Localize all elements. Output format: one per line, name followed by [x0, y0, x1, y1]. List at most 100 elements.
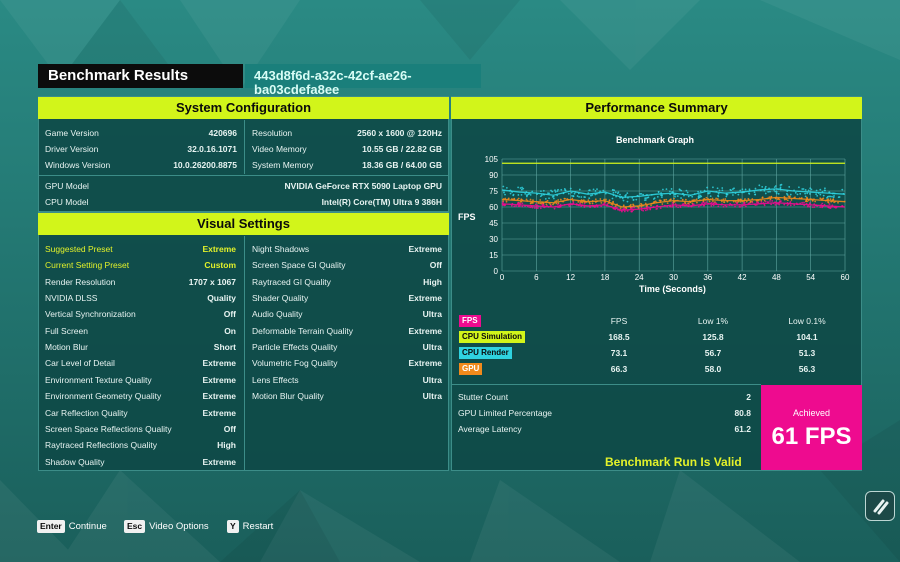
config-row-windows-version: Windows Version 10.0.26200.8875: [45, 160, 237, 170]
setting-label: Audio Quality: [252, 309, 303, 320]
series-point: [518, 202, 521, 205]
series-point: [619, 193, 621, 196]
series-point: [741, 205, 743, 207]
series-point: [513, 198, 516, 201]
series-point: [588, 201, 591, 204]
series-point: [696, 201, 698, 204]
series-point: [575, 203, 578, 206]
series-point: [675, 199, 678, 202]
series-point: [794, 191, 797, 194]
series-point: [754, 204, 757, 206]
continue-control[interactable]: Enter Continue: [37, 520, 107, 533]
series-point: [620, 209, 623, 212]
series-point: [571, 197, 574, 200]
series-point: [769, 200, 771, 202]
series-point: [551, 190, 554, 193]
x-tick-label: 42: [738, 273, 747, 280]
metric-gpu-limited-percentage: GPU Limited Percentage 80.8: [458, 408, 751, 418]
restart-control[interactable]: Y Restart: [227, 520, 273, 533]
series-point: [821, 202, 824, 205]
series-point: [731, 204, 733, 207]
series-point: [786, 190, 789, 193]
series-point: [760, 199, 763, 202]
series-point: [572, 202, 575, 205]
run-valid-status: Benchmark Run Is Valid: [605, 455, 742, 469]
series-point: [779, 186, 782, 189]
setting-row: Motion Blur Quality Ultra: [252, 391, 442, 402]
series-point: [578, 204, 580, 207]
series-point: [671, 204, 674, 206]
series-point: [737, 193, 740, 196]
setting-label: Raytraced GI Quality: [252, 276, 331, 287]
series-point: [652, 206, 654, 209]
series-point: [748, 192, 750, 195]
series-point: [684, 198, 687, 201]
setting-row: NVIDIA DLSS Quality: [45, 293, 236, 304]
series-point: [673, 197, 675, 200]
series-point: [770, 203, 773, 206]
series-point: [661, 194, 663, 197]
series-point: [510, 204, 513, 207]
series-point: [541, 201, 544, 204]
setting-value: High: [423, 276, 442, 287]
series-point: [809, 198, 812, 200]
series-point: [636, 205, 639, 208]
series-point: [763, 204, 766, 207]
series-point: [552, 202, 555, 205]
x-tick-label: 48: [772, 273, 781, 280]
series-point: [520, 200, 523, 203]
series-point: [596, 188, 598, 191]
series-point: [832, 199, 834, 202]
series-point: [502, 201, 504, 204]
setting-row: Shadow Quality Extreme: [45, 457, 236, 468]
series-point: [755, 203, 758, 206]
config-row-driver-version: Driver Version 32.0.16.1071: [45, 144, 237, 154]
series-point: [829, 195, 832, 198]
series-point: [720, 199, 723, 202]
series-point: [571, 194, 573, 197]
y-tick-label: 0: [494, 267, 499, 276]
series-point: [685, 203, 688, 206]
series-point: [690, 205, 693, 208]
setting-row: Screen Space GI Quality Off: [252, 260, 442, 271]
series-point: [760, 200, 763, 203]
series-point: [592, 205, 595, 207]
stats-value: 56.7: [704, 348, 722, 358]
series-point: [695, 198, 698, 201]
series-point: [670, 188, 673, 190]
series-point: [605, 198, 607, 201]
series-point: [671, 202, 674, 204]
series-point: [702, 201, 705, 204]
series-point: [828, 203, 831, 205]
series-point: [631, 210, 633, 213]
series-point: [611, 203, 614, 206]
video-options-control[interactable]: Esc Video Options: [124, 520, 209, 533]
series-point: [754, 187, 757, 190]
setting-row: Deformable Terrain Quality Extreme: [252, 326, 442, 337]
series-point: [687, 195, 690, 198]
stats-value: 51.3: [798, 348, 816, 358]
stats-value: 104.1: [796, 332, 818, 342]
series-point: [761, 196, 764, 199]
series-point: [774, 204, 777, 206]
series-point: [689, 194, 692, 197]
enter-key-icon: Enter: [37, 520, 65, 533]
series-point: [809, 203, 811, 205]
chart-title: Benchmark Graph: [616, 135, 695, 145]
series-point: [660, 192, 662, 194]
series-point: [739, 205, 742, 208]
series-point: [729, 202, 732, 205]
series-point: [780, 183, 783, 186]
series-point: [516, 203, 519, 205]
series-point: [564, 197, 566, 200]
metric-average-latency: Average Latency 61.2: [458, 424, 751, 434]
series-point: [615, 195, 617, 198]
series-point: [824, 187, 826, 190]
series-point: [594, 193, 597, 196]
series-point: [748, 189, 751, 192]
series-point: [595, 192, 598, 195]
series-point: [819, 197, 822, 200]
setting-label: Shader Quality: [252, 293, 309, 304]
divider: [244, 120, 245, 174]
series-point: [578, 188, 581, 191]
